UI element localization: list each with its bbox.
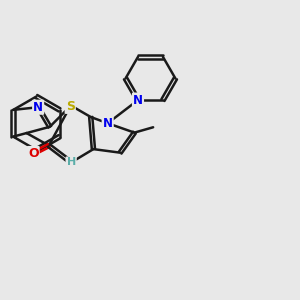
- Text: N: N: [33, 101, 43, 114]
- Text: N: N: [133, 94, 143, 106]
- Text: O: O: [28, 147, 39, 160]
- Text: S: S: [66, 100, 75, 113]
- Text: H: H: [67, 158, 76, 167]
- Text: N: N: [103, 117, 113, 130]
